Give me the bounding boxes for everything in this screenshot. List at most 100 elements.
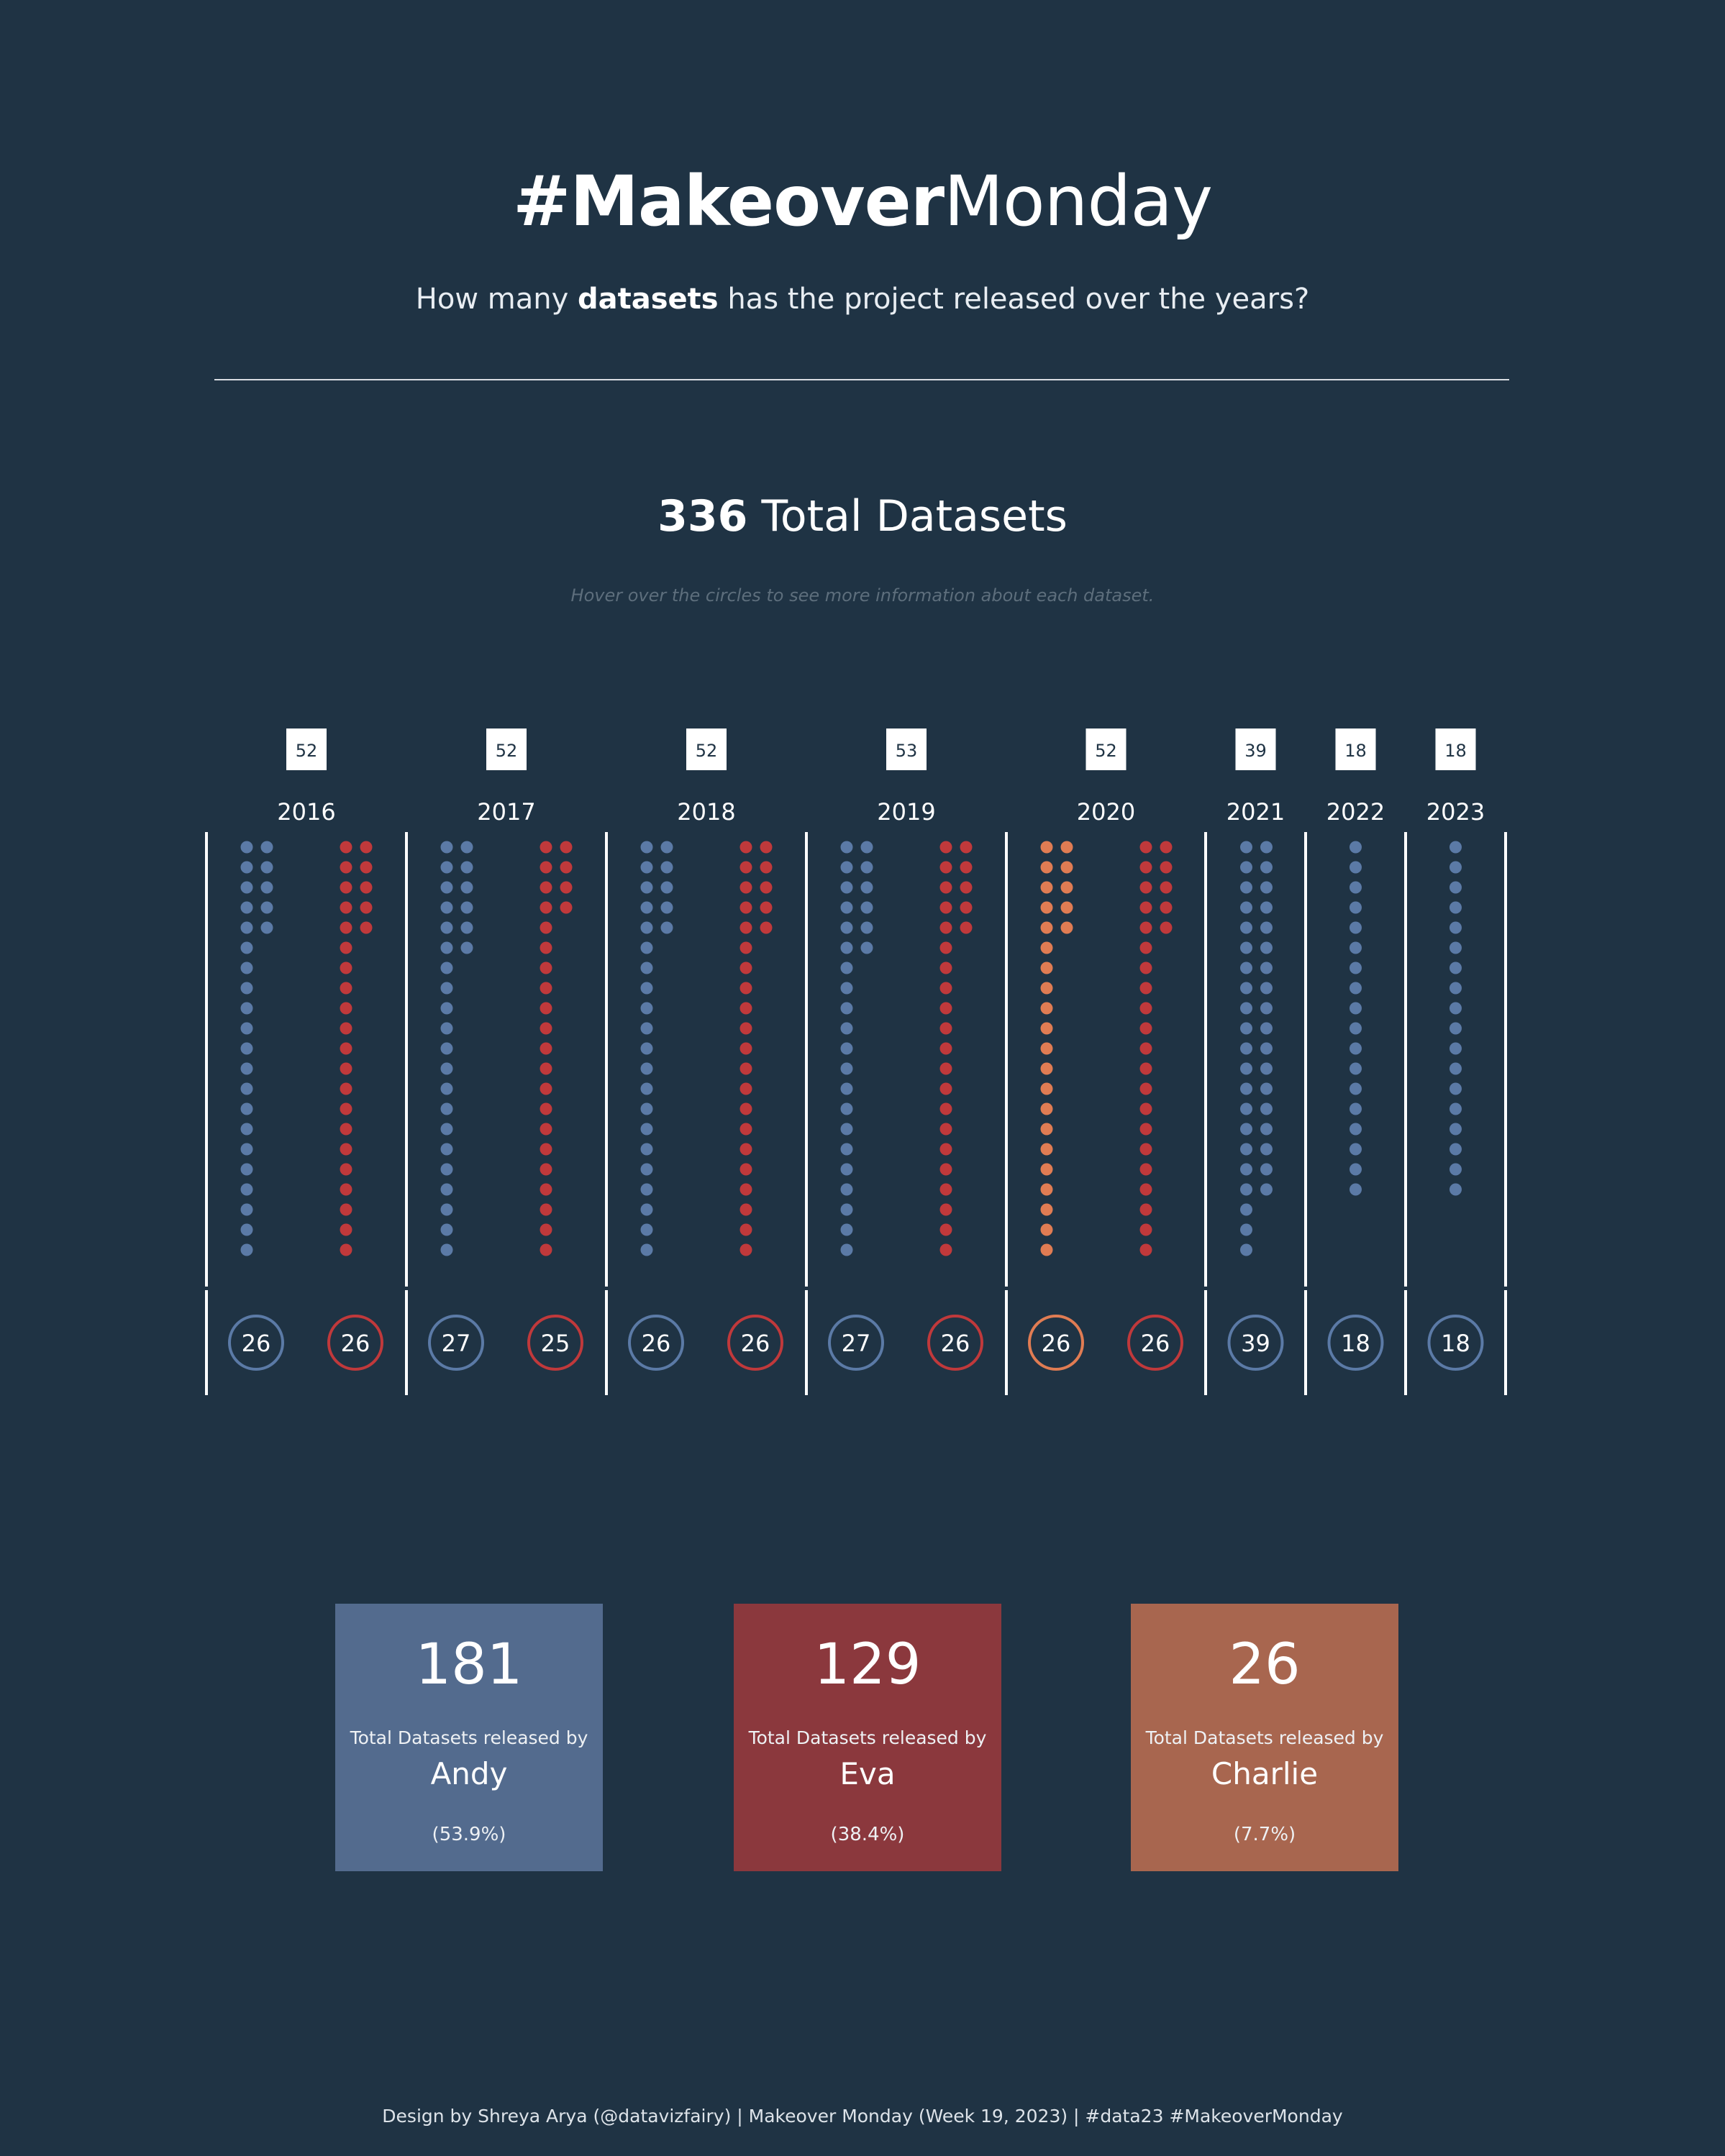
count-ring	[1127, 1315, 1183, 1371]
year-label: 2018	[677, 798, 735, 826]
dataset-dot	[840, 881, 853, 894]
dataset-dot	[1040, 1102, 1053, 1115]
dataset-dot	[640, 1123, 653, 1136]
dataset-dot	[240, 1062, 253, 1075]
dataset-dot	[1449, 921, 1462, 934]
dataset-dot	[1449, 1163, 1462, 1176]
dataset-dot	[1240, 1143, 1252, 1156]
count-ring	[1227, 1315, 1284, 1371]
dataset-dot	[939, 901, 952, 914]
dataset-dot	[1139, 1243, 1152, 1256]
dataset-dot	[1139, 841, 1152, 854]
dataset-dot	[460, 921, 473, 934]
year-total-label: 18	[1444, 741, 1467, 761]
dataset-dot	[640, 961, 653, 974]
dataset-dot	[840, 861, 853, 874]
dataset-dot	[440, 1062, 453, 1075]
dataset-dot	[260, 861, 273, 874]
count-label: 26	[741, 1330, 770, 1357]
dataset-dot	[240, 881, 253, 894]
dataset-dot	[640, 1022, 653, 1035]
dataset-dot	[240, 1243, 253, 1256]
footer-credit: Design by Shreya Arya (@datavizfairy) | …	[382, 2106, 1343, 2127]
dataset-dot	[739, 881, 752, 894]
count-ring	[327, 1315, 383, 1371]
count-label: 26	[642, 1330, 671, 1357]
hover-hint: Hover over the circles to see more infor…	[570, 585, 1155, 606]
dataset-dot	[1349, 881, 1362, 894]
dataset-dot	[440, 1203, 453, 1216]
dataset-dot	[1449, 1062, 1462, 1075]
dataset-dot	[440, 1042, 453, 1055]
dataset-dot	[660, 841, 673, 854]
dataset-dot	[1260, 941, 1273, 954]
dataset-dot	[739, 1062, 752, 1075]
dataset-dot	[240, 1203, 253, 1216]
kpi-name: Andy	[430, 1756, 508, 1791]
count-ring	[228, 1315, 284, 1371]
dataset-dot	[939, 982, 952, 995]
dataset-dot	[240, 861, 253, 874]
dataset-dot	[739, 861, 752, 874]
dataset-dot	[640, 1002, 653, 1015]
dataset-dot	[540, 881, 552, 894]
kpi-percent: (38.4%)	[830, 1824, 905, 1845]
dataset-dot	[240, 1082, 253, 1095]
dataset-dot	[1139, 982, 1152, 995]
year-total-badge	[686, 728, 727, 770]
dataset-dot	[360, 861, 373, 874]
dataset-dot	[1449, 1022, 1462, 1035]
dataset-dot	[939, 1082, 952, 1095]
dataset-dot	[340, 1123, 352, 1136]
kpi-card-charlie: 26 Total Datasets released by Charlie (7…	[1131, 1604, 1398, 1871]
dataset-dot	[240, 961, 253, 974]
count-label: 26	[1042, 1330, 1071, 1357]
dataset-dot	[640, 901, 653, 914]
count-label: 26	[1141, 1330, 1170, 1357]
dataset-dot	[1349, 901, 1362, 914]
kpi-card-andy: 181 Total Datasets released by Andy (53.…	[335, 1604, 603, 1871]
kpi-percent: (53.9%)	[432, 1824, 506, 1845]
dataset-dot	[1349, 1002, 1362, 1015]
dataset-dot	[1240, 1183, 1252, 1196]
dataset-dot	[939, 861, 952, 874]
dataset-dot	[739, 1143, 752, 1156]
page-title: #MakeoverMonday	[0, 163, 1725, 240]
dataset-dot	[760, 881, 773, 894]
dataset-dot	[1240, 941, 1252, 954]
dataset-dot	[560, 901, 573, 914]
dataset-dot	[640, 841, 653, 854]
dataset-dot	[340, 1002, 352, 1015]
dataset-dot	[640, 861, 653, 874]
dataset-dot	[640, 1183, 653, 1196]
dataset-dot	[1349, 841, 1362, 854]
dataset-dot	[1240, 1123, 1252, 1136]
year-total-badge	[1435, 728, 1476, 770]
count-ring	[527, 1315, 583, 1371]
dataset-dot	[260, 881, 273, 894]
dataset-dot	[340, 1022, 352, 1035]
dataset-dot	[840, 1163, 853, 1176]
dataset-dot	[1139, 1062, 1152, 1075]
dataset-dot	[739, 1082, 752, 1095]
dataset-dot	[939, 841, 952, 854]
dataset-dot	[540, 1002, 552, 1015]
dataset-dot	[739, 1002, 752, 1015]
dataset-dot	[340, 1163, 352, 1176]
dataset-dot	[240, 1102, 253, 1115]
dataset-dot	[540, 1223, 552, 1236]
dataset-dot	[440, 1183, 453, 1196]
dataset-dot	[939, 1102, 952, 1115]
dataset-dot	[440, 1143, 453, 1156]
subtitle-after: has the project released over the years?	[718, 283, 1310, 316]
dataset-dot	[939, 1203, 952, 1216]
dataset-dot	[860, 841, 873, 854]
dataset-dot	[440, 1002, 453, 1015]
dataset-dot	[540, 1123, 552, 1136]
dataset-dot	[739, 1022, 752, 1035]
dataset-dot	[240, 982, 253, 995]
dataset-dot	[1139, 1082, 1152, 1095]
dataset-dot	[560, 881, 573, 894]
dataset-dot	[939, 1002, 952, 1015]
year-total-label: 18	[1344, 741, 1367, 761]
